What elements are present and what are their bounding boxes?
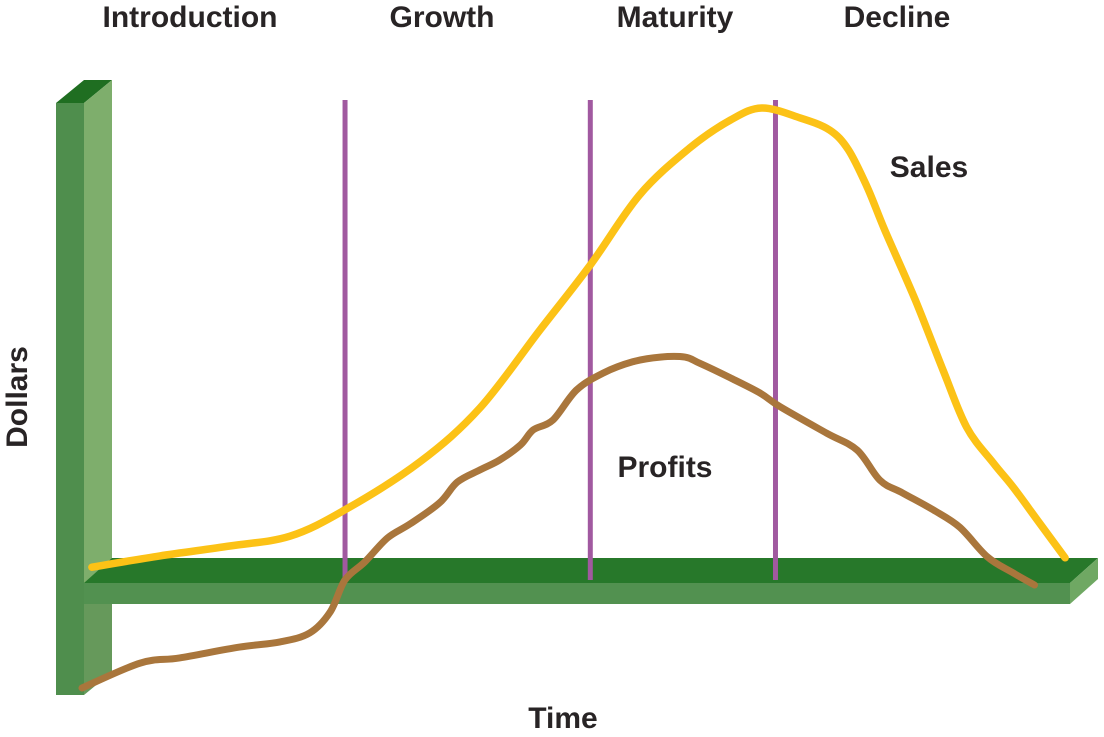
axis-junction-shadow [84,604,112,695]
y-axis-bar-front-face [56,103,84,695]
sales-curve [88,104,1069,571]
y-axis-bar [56,80,112,695]
phase-divider-lines [342,100,778,580]
data-curves [78,104,1069,692]
x-axis-bar-end-face [1070,558,1098,604]
y-axis-label: Dollars [1,346,34,448]
sales-curve-label: Sales [890,151,968,184]
phase-label-maturity: Maturity [617,1,734,34]
profits-curve-label: Profits [617,451,712,484]
phase-label-introduction: Introduction [103,1,278,34]
y-axis-bar-top-face [56,80,112,103]
x-axis-bar-front-face [84,583,1070,604]
phase-label-growth: Growth [390,1,495,34]
profits-curve [78,352,1038,692]
phase-label-decline: Decline [844,1,951,34]
y-axis-bar-side-face [84,80,112,695]
x-axis-label: Time [528,702,597,735]
